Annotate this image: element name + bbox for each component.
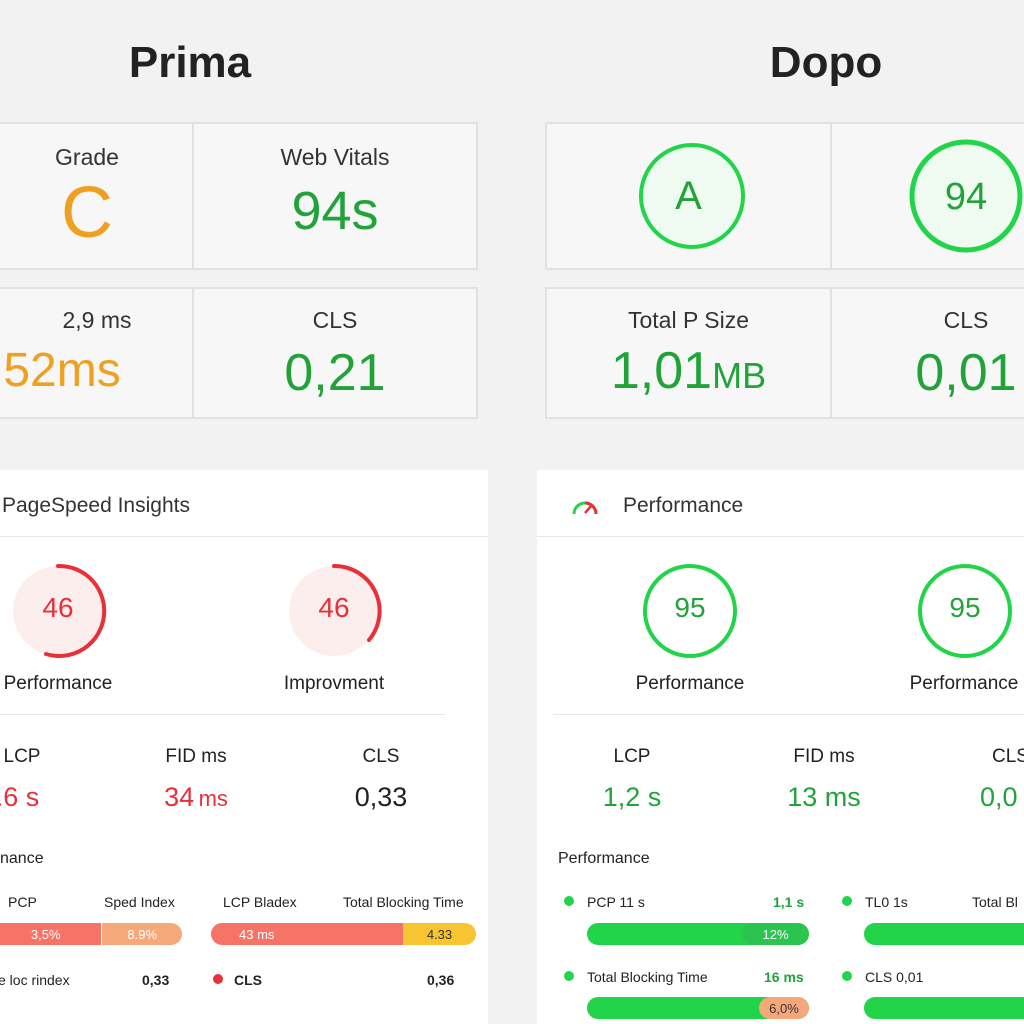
cls-label: CLS (312, 307, 358, 333)
size-card: Total P Size 1,01MB (545, 287, 832, 419)
tbt-label: Total Blocking Time (343, 894, 464, 910)
tbt-row-value: 16 ms (764, 969, 804, 985)
divider (0, 714, 445, 715)
size-label: Total P Size (627, 307, 750, 333)
performance-score-value: 46 (42, 592, 74, 623)
pcp-progress-bar[interactable]: 12% (587, 923, 809, 945)
web-vitals-label: Web Vitals (280, 144, 390, 170)
performance-after-ring (643, 564, 737, 658)
section-title: nance (0, 850, 44, 867)
size-unit: MB (712, 355, 767, 396)
ms-label: 2,9 ms (62, 307, 132, 333)
tbt-progress-bar[interactable]: 6,0% (587, 997, 809, 1019)
performance-after-label-2: Performance (909, 673, 1019, 694)
fid-value: 34 (164, 782, 195, 812)
cls-after-metric-label: CLS (992, 746, 1024, 767)
speed-index-label: Sped Index (104, 894, 175, 910)
pcp-row-label: PCP 11 s (587, 894, 645, 910)
grade-value: C (61, 173, 113, 253)
right-title: Dopo (769, 38, 883, 87)
gauge-icon (572, 501, 598, 515)
tl0-row-label: TL0 1s (865, 894, 908, 910)
left-title: Prima (128, 38, 252, 87)
improvement-score-ring (289, 563, 382, 656)
cls-value: 0,21 (284, 344, 386, 402)
section-title-after: Performance (558, 850, 650, 867)
pcp-status-dot (564, 896, 574, 906)
lcp-tbt-bar: 43 ms 4.33 (211, 923, 476, 945)
fid-after-label: FID ms (793, 746, 855, 767)
pcp-label: PCP (8, 894, 37, 910)
lcp-after-label: LCP (613, 746, 651, 767)
size-value-group: 1,01MB (547, 341, 830, 401)
ms-value: 52ms (3, 344, 121, 397)
tbt-status-dot (564, 971, 574, 981)
tl0-row-value: Total Bl (972, 894, 1018, 910)
ms-card: 2,9 ms 52ms (0, 287, 194, 419)
lcp-bar-segment: 43 ms (211, 923, 403, 945)
lcp-label: LCP (3, 746, 41, 767)
performance-score-label: Performance (3, 673, 113, 694)
loc-rindex-value: 0,33 (142, 972, 170, 988)
tbt-bar-segment: 4.33 (403, 923, 476, 945)
cls-metric-value: 0,33 (354, 782, 408, 812)
cls-card: CLS 0,21 (192, 287, 478, 419)
performance-header: Performance (623, 494, 744, 517)
divider (0, 536, 488, 537)
web-vitals-value: 94s (291, 181, 379, 241)
fid-after-value: 13 ms (787, 782, 861, 812)
cls-bottom-value: 0,36 (427, 972, 455, 988)
performance-score-ring (13, 563, 107, 658)
lcp-bladex-label: LCP Bladex (223, 894, 297, 910)
cls-after-status-dot (842, 971, 852, 981)
lcp-value: 4.6 s (0, 782, 40, 812)
web-vitals-card: Web Vitals 94s (192, 122, 478, 270)
cls-status-dot (213, 974, 223, 984)
pcp-row-value: 1,1 s (773, 894, 805, 910)
cls-after-metric-value: 0,0 (980, 782, 1018, 812)
tbt-row-label: Total Blocking Time (587, 969, 708, 985)
fid-value-group: 34 ms (106, 782, 286, 813)
size-value: 1,01 (610, 342, 713, 400)
loc-rindex-label: e loc rindex (0, 972, 70, 988)
cls-bottom-label: CLS (234, 972, 262, 988)
grade-ring (639, 143, 745, 249)
pcp-speed-bar: 3,5% 8.9% (0, 923, 182, 945)
grade-card: Grade C (0, 122, 194, 270)
pcp-progress-text: 12% (742, 923, 809, 945)
grade-label: Grade (55, 144, 119, 170)
improvement-score-value: 46 (318, 592, 350, 623)
lcp-after-value: 1,2 s (602, 782, 662, 812)
score-ring (909, 139, 1023, 253)
performance-after-ring-2 (918, 564, 1012, 658)
pagespeed-header: PageSpeed Insights (2, 494, 190, 517)
pcp-bar-segment: 3,5% (0, 923, 102, 945)
fid-label: FID ms (165, 746, 227, 767)
grade-a-card: A (545, 122, 832, 270)
grade-a-value: A (675, 174, 702, 218)
improvement-score-label: Improvment (283, 673, 385, 694)
performance-after-label: Performance (635, 673, 745, 694)
cls-after-row-label: CLS 0,01 (865, 969, 924, 985)
cls-after-card: CLS 0,01 (830, 287, 1024, 419)
fid-unit: ms (198, 786, 228, 811)
divider (537, 536, 1024, 537)
divider (553, 714, 1024, 715)
tbt-progress-text: 6,0% (759, 997, 809, 1019)
cls-after-progress-bar[interactable] (864, 997, 1024, 1019)
performance-after-value: 95 (674, 592, 706, 623)
speed-index-bar-segment: 8.9% (101, 923, 182, 945)
performance-after-value-2: 95 (949, 592, 981, 623)
tl0-status-dot (842, 896, 852, 906)
cls-after-value: 0,01 (915, 344, 1017, 402)
score-card: 94 (830, 122, 1024, 270)
cls-after-label: CLS (943, 307, 989, 333)
cls-metric-label: CLS (362, 746, 400, 767)
tl0-progress-bar[interactable] (864, 923, 1024, 945)
score-value: 94 (944, 176, 988, 218)
